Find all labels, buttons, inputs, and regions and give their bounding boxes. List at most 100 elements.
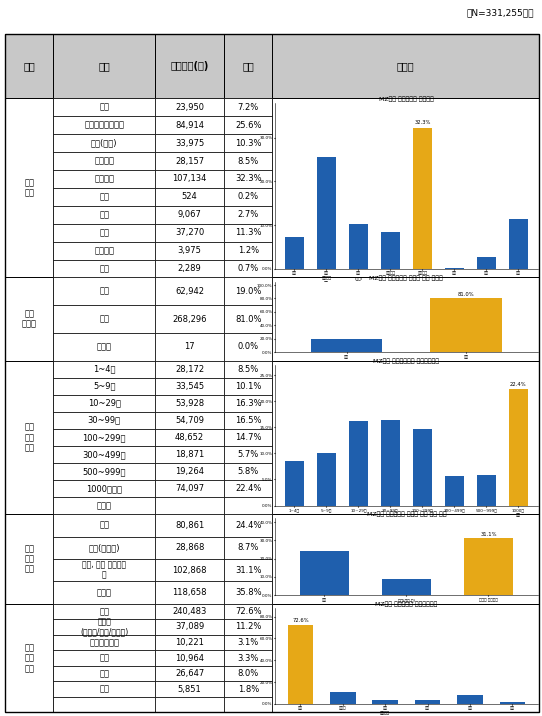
Bar bbox=[54, 170, 155, 188]
Text: 31.1%: 31.1% bbox=[235, 566, 262, 575]
Title: MZ세대 재직응시자 응시목적: MZ세대 재직응시자 응시목적 bbox=[379, 96, 434, 102]
Text: 10,964: 10,964 bbox=[175, 654, 204, 662]
Bar bbox=[224, 277, 272, 305]
Bar bbox=[372, 700, 398, 704]
Bar bbox=[54, 666, 155, 682]
Text: 100~299인: 100~299인 bbox=[82, 433, 126, 442]
Bar bbox=[224, 305, 272, 333]
Text: 8.0%: 8.0% bbox=[238, 669, 259, 678]
Text: 비율: 비율 bbox=[242, 62, 254, 72]
Bar bbox=[330, 692, 356, 704]
Bar bbox=[288, 625, 313, 704]
Text: 37,089: 37,089 bbox=[175, 622, 204, 632]
Text: 62,942: 62,942 bbox=[175, 287, 204, 296]
Bar bbox=[54, 152, 155, 170]
Bar bbox=[224, 619, 272, 635]
Bar bbox=[155, 559, 224, 581]
Bar bbox=[224, 188, 272, 205]
Text: 무응답: 무응답 bbox=[96, 588, 112, 597]
Text: 업무
관련성: 업무 관련성 bbox=[22, 309, 37, 329]
Text: 5.7%: 5.7% bbox=[238, 450, 259, 459]
Text: 업무수행능력향상: 업무수행능력향상 bbox=[84, 121, 124, 130]
Bar bbox=[155, 98, 224, 116]
Bar bbox=[224, 259, 272, 277]
Bar bbox=[224, 34, 272, 98]
Text: 19.0%: 19.0% bbox=[235, 287, 262, 296]
Text: 28,868: 28,868 bbox=[175, 543, 204, 552]
Bar bbox=[155, 361, 224, 377]
Text: 임금(수당등): 임금(수당등) bbox=[88, 543, 120, 552]
Legend: 채용, 임금(수당 등), 승진등 인사고과: 채용, 임금(수당 등), 승진등 인사고과 bbox=[378, 611, 434, 618]
Text: 24.4%: 24.4% bbox=[235, 521, 262, 530]
Text: 28,157: 28,157 bbox=[175, 157, 204, 165]
Text: 524: 524 bbox=[182, 193, 197, 201]
Text: 26,647: 26,647 bbox=[175, 669, 204, 678]
Text: 268,296: 268,296 bbox=[172, 314, 207, 324]
Text: 승진, 배치 인사고과
과: 승진, 배치 인사고과 과 bbox=[82, 561, 126, 580]
Bar bbox=[430, 298, 502, 352]
Bar bbox=[155, 241, 224, 259]
Text: 17: 17 bbox=[184, 342, 195, 352]
Text: 16.5%: 16.5% bbox=[235, 416, 262, 425]
Text: 53,928: 53,928 bbox=[175, 399, 204, 407]
Text: 118,658: 118,658 bbox=[172, 588, 207, 597]
Title: MZ세대 재직응시자의 종사기업규모: MZ세대 재직응시자의 종사기업규모 bbox=[373, 358, 440, 364]
Text: 있음: 있음 bbox=[99, 314, 109, 324]
Bar bbox=[380, 232, 400, 268]
Bar bbox=[54, 604, 155, 619]
Bar bbox=[54, 536, 155, 559]
Bar bbox=[155, 650, 224, 666]
Bar bbox=[224, 559, 272, 581]
Bar bbox=[224, 361, 272, 377]
Bar bbox=[477, 257, 496, 268]
Text: 창업: 창업 bbox=[99, 211, 109, 219]
Bar bbox=[224, 333, 272, 361]
Bar bbox=[54, 205, 155, 223]
Bar bbox=[224, 650, 272, 666]
Text: 종사
기업
규모: 종사 기업 규모 bbox=[24, 422, 35, 453]
Bar bbox=[317, 157, 336, 268]
Bar bbox=[413, 127, 432, 268]
Bar bbox=[415, 700, 440, 704]
Bar bbox=[272, 361, 539, 514]
Text: 10.1%: 10.1% bbox=[235, 382, 262, 391]
Text: 48,652: 48,652 bbox=[175, 433, 204, 442]
Text: 32.3%: 32.3% bbox=[235, 175, 262, 183]
Bar bbox=[272, 277, 539, 361]
Bar bbox=[54, 650, 155, 666]
Bar bbox=[54, 116, 155, 134]
Bar bbox=[54, 514, 155, 536]
Bar bbox=[457, 695, 482, 704]
Text: 항목: 항목 bbox=[98, 62, 110, 72]
Bar bbox=[224, 666, 272, 682]
Bar bbox=[54, 412, 155, 429]
Text: 22.4%: 22.4% bbox=[235, 484, 262, 493]
Bar bbox=[380, 420, 400, 505]
Bar bbox=[54, 395, 155, 412]
Text: 응시자수(명): 응시자수(명) bbox=[170, 62, 209, 72]
Bar bbox=[349, 224, 368, 268]
Text: 학위취득: 학위취득 bbox=[94, 246, 114, 255]
Bar bbox=[155, 205, 224, 223]
Text: 8.7%: 8.7% bbox=[237, 543, 259, 552]
Text: 자격수당: 자격수당 bbox=[94, 157, 114, 165]
Bar bbox=[155, 514, 224, 536]
Text: 채용: 채용 bbox=[99, 521, 109, 530]
Bar bbox=[155, 277, 224, 305]
Bar bbox=[155, 116, 224, 134]
Text: 3,975: 3,975 bbox=[178, 246, 202, 255]
Text: 11.2%: 11.2% bbox=[235, 622, 262, 632]
Text: 구분: 구분 bbox=[23, 62, 35, 72]
Bar bbox=[155, 170, 224, 188]
Text: 기타: 기타 bbox=[99, 684, 109, 694]
Bar bbox=[349, 420, 368, 505]
Text: 8.5%: 8.5% bbox=[238, 364, 259, 374]
Bar bbox=[54, 697, 155, 712]
Bar bbox=[224, 514, 272, 536]
Text: 10.3%: 10.3% bbox=[235, 139, 262, 147]
Bar bbox=[464, 538, 513, 595]
Text: 240,483: 240,483 bbox=[172, 607, 207, 616]
Text: 84,914: 84,914 bbox=[175, 121, 204, 130]
Bar bbox=[155, 480, 224, 497]
Text: 직업훈련기관: 직업훈련기관 bbox=[89, 638, 119, 647]
